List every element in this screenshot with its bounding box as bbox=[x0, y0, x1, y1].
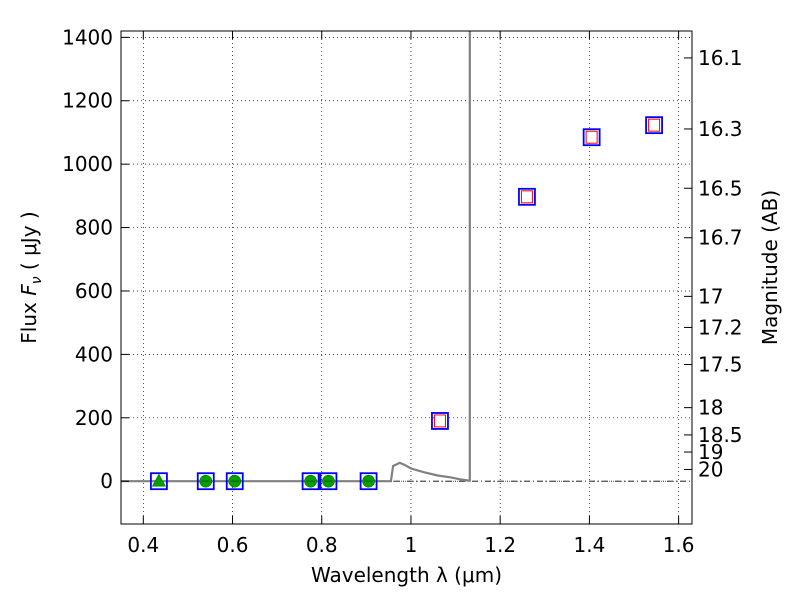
model-phot-point bbox=[648, 118, 661, 132]
y-tick-label: 600 bbox=[75, 279, 113, 303]
y-tick-label: 0 bbox=[100, 469, 113, 493]
y-tick-label: 200 bbox=[75, 406, 113, 430]
x-tick-label: 1 bbox=[405, 533, 418, 557]
mag-tick-label: 18.5 bbox=[698, 423, 743, 447]
mag-tick-label: 18 bbox=[698, 396, 723, 420]
y2-axis-label: Magnitude (AB) bbox=[758, 190, 782, 345]
y-tick-label: 1200 bbox=[62, 89, 113, 113]
x-tick-label: 1.6 bbox=[663, 533, 695, 557]
y-tick-label: 400 bbox=[75, 342, 113, 366]
mag-tick-label: 19 bbox=[698, 440, 723, 464]
x-tick-label: 0.8 bbox=[306, 533, 338, 557]
observed-point bbox=[301, 472, 320, 491]
x-tick-label: 1.2 bbox=[484, 533, 516, 557]
plot-area bbox=[121, 31, 663, 491]
x-tick-label: 0.4 bbox=[127, 533, 159, 557]
grid bbox=[121, 31, 692, 524]
mag-tick-label: 17.2 bbox=[698, 315, 743, 339]
observed-point bbox=[225, 472, 244, 491]
mag-tick-label: 16.7 bbox=[698, 226, 743, 250]
observed-point bbox=[319, 472, 338, 491]
x-axis-label: Wavelength λ (μm) bbox=[311, 563, 502, 587]
observed-point bbox=[150, 472, 168, 491]
mag-tick-label: 16.1 bbox=[698, 46, 743, 70]
observed-point bbox=[518, 187, 536, 206]
model-phot-point bbox=[520, 190, 533, 204]
observed-point bbox=[582, 128, 601, 147]
mag-tick-label: 16.5 bbox=[698, 176, 743, 200]
plot-frame bbox=[120, 30, 693, 525]
x-tick-label: 1.4 bbox=[573, 533, 605, 557]
observed-point bbox=[359, 472, 378, 491]
observed-point bbox=[196, 472, 215, 491]
y-axis-label-symbol: F bbox=[17, 284, 41, 296]
y-axis-label: Flux Fν ( μJy ) bbox=[17, 211, 45, 343]
mag-tick-label: 20 bbox=[698, 457, 723, 481]
observed-point bbox=[431, 412, 449, 430]
ticks: 0.4 0.6 0.8 1 1.2 1.4 1.6 0 200 400 600 800 1000 1200… bbox=[62, 25, 742, 557]
model-phot-point bbox=[433, 414, 446, 428]
model-sed-line bbox=[121, 31, 471, 483]
y-tick-label: 1000 bbox=[62, 152, 113, 176]
y-tick-label: 1400 bbox=[62, 25, 113, 49]
y-axis-label-subscript: ν bbox=[29, 276, 45, 284]
model-phot-point bbox=[585, 130, 598, 144]
y-axis-label-prefix: Flux bbox=[17, 296, 41, 344]
y-tick-label: 800 bbox=[75, 216, 113, 240]
nondetection-triangle bbox=[151, 473, 166, 487]
x-tick-label: 0.6 bbox=[217, 533, 249, 557]
mag-tick-label: 17.5 bbox=[698, 353, 743, 377]
mag-tick-label: 16.3 bbox=[698, 117, 743, 141]
observed-point bbox=[645, 116, 663, 135]
y-axis-label-unit: ( μJy ) bbox=[17, 211, 41, 276]
mag-tick-label: 17 bbox=[698, 284, 723, 308]
